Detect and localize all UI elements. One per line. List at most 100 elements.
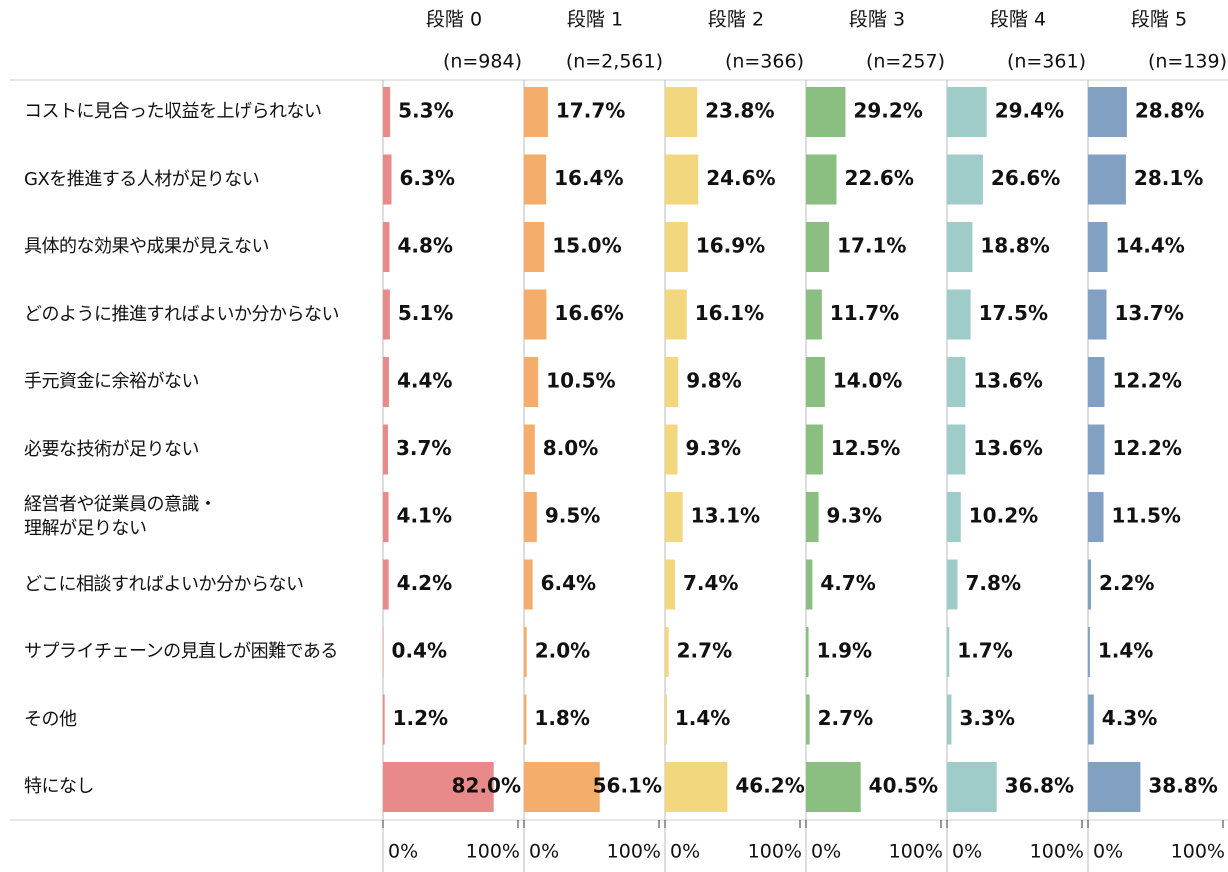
bar [524, 357, 539, 407]
category-label: 具体的な効果や成果が見えない [24, 236, 270, 257]
value-label: 18.8% [980, 234, 1049, 258]
x-tick-label: 0% [811, 841, 841, 863]
series-name: 段階 2 [708, 9, 764, 31]
category-label: サプライチェーンの見直しが困難である [24, 641, 338, 662]
bar [947, 424, 966, 475]
value-label: 16.4% [554, 166, 623, 190]
bar [383, 154, 392, 205]
value-label: 16.1% [695, 301, 764, 325]
bar [665, 424, 678, 475]
value-label: 13.6% [973, 436, 1042, 460]
value-label: 16.9% [696, 234, 765, 258]
bar [947, 357, 966, 407]
series-name: 段階 5 [1131, 9, 1187, 31]
bar [524, 87, 548, 137]
category-label: 特になし [24, 776, 95, 797]
bar [524, 424, 535, 475]
value-label: 29.4% [995, 99, 1064, 123]
value-label: 13.6% [973, 369, 1042, 393]
bar [1088, 694, 1094, 745]
value-label: 4.7% [820, 571, 875, 595]
bar [947, 87, 987, 137]
bar [947, 492, 961, 542]
bar [665, 222, 688, 272]
series-name: 段階 3 [849, 9, 905, 31]
value-label: 15.0% [552, 234, 621, 258]
category-label: 手元資金に余裕がない [24, 371, 200, 392]
n-label: (n=361) [1007, 51, 1086, 73]
n-label: (n=139) [1148, 51, 1227, 73]
bar [524, 289, 547, 340]
value-label: 2.0% [535, 639, 590, 663]
x-tick-label: 100% [1171, 841, 1225, 863]
value-label: 7.8% [966, 571, 1021, 595]
value-label: 12.2% [1112, 369, 1181, 393]
value-label: 1.9% [817, 639, 872, 663]
category-label: 経営者や従業員の意識・ 理解が足りない [24, 494, 217, 539]
value-label: 5.3% [398, 99, 453, 123]
value-label: 23.8% [705, 99, 774, 123]
bar [1088, 559, 1091, 610]
value-label: 36.8% [1005, 774, 1074, 798]
bar [806, 222, 830, 272]
bar [383, 627, 384, 677]
value-label: 46.2% [735, 774, 804, 798]
bar [1088, 87, 1127, 137]
value-label: 1.7% [957, 639, 1012, 663]
bar [383, 559, 389, 610]
bar [947, 762, 997, 812]
bar [665, 694, 667, 745]
value-label: 11.7% [830, 301, 899, 325]
value-label: 38.8% [1148, 774, 1217, 798]
value-label: 1.4% [675, 706, 730, 730]
bar [665, 357, 679, 407]
category-label: 必要な技術が足りない [24, 438, 200, 460]
value-label: 0.4% [392, 639, 447, 663]
value-label: 14.0% [833, 369, 902, 393]
x-tick-label: 0% [529, 841, 559, 863]
bar [947, 559, 958, 610]
category-label: その他 [24, 708, 77, 730]
value-label: 4.3% [1102, 706, 1157, 730]
bar [806, 289, 822, 340]
bar [1088, 424, 1105, 475]
bar [806, 627, 809, 677]
value-label: 17.7% [556, 99, 625, 123]
bar [383, 222, 390, 272]
bar [1088, 492, 1104, 542]
value-label: 56.1% [593, 774, 662, 798]
bar [665, 492, 683, 542]
bar [1088, 762, 1141, 812]
bar [665, 762, 728, 812]
value-label: 2.2% [1099, 571, 1154, 595]
value-label: 9.8% [686, 369, 741, 393]
bar [1088, 222, 1108, 272]
bar [524, 222, 545, 272]
value-label: 40.5% [869, 774, 938, 798]
value-label: 2.7% [818, 706, 873, 730]
bar [806, 492, 819, 542]
bar [383, 762, 494, 812]
value-label: 3.3% [959, 706, 1014, 730]
value-label: 82.0% [452, 774, 521, 798]
n-label: (n=257) [866, 51, 945, 73]
bar [383, 424, 388, 475]
bar [947, 289, 971, 340]
bar [806, 694, 810, 745]
series-name: 段階 0 [426, 9, 482, 31]
value-label: 3.7% [396, 436, 451, 460]
value-label: 1.8% [534, 706, 589, 730]
x-tick-label: 100% [748, 841, 802, 863]
value-label: 4.2% [397, 571, 452, 595]
value-label: 16.6% [554, 301, 623, 325]
bar [1088, 357, 1105, 407]
value-label: 11.5% [1112, 504, 1181, 528]
value-label: 29.2% [853, 99, 922, 123]
value-label: 13.7% [1114, 301, 1183, 325]
value-label: 13.1% [691, 504, 760, 528]
bar [806, 87, 846, 137]
bar [665, 627, 669, 677]
value-label: 5.1% [398, 301, 453, 325]
n-label: (n=2,561) [566, 51, 663, 73]
bar [806, 762, 861, 812]
